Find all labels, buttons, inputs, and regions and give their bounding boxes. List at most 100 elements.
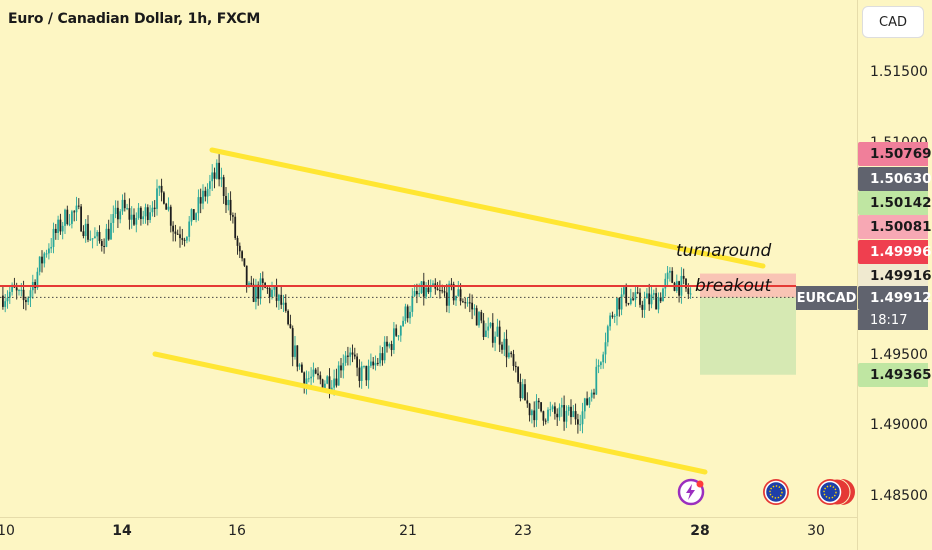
lower-trend-line[interactable]: [152, 351, 708, 475]
candle: [494, 331, 496, 352]
candle: [669, 267, 671, 282]
chart-title: Euro / Canadian Dollar, 1h, FXCM: [8, 11, 261, 27]
candle: [632, 292, 634, 302]
candle: [411, 288, 414, 317]
candle: [643, 291, 646, 318]
candle: [156, 179, 158, 216]
time-tick: 10: [0, 523, 15, 539]
price-label: 1.50081: [858, 215, 932, 239]
candle: [303, 371, 306, 394]
price-axis-separator: [857, 0, 858, 550]
candle: [689, 287, 692, 299]
candle: [402, 316, 404, 328]
candle: [353, 347, 356, 360]
candle: [243, 258, 246, 267]
currency-button[interactable]: CAD: [862, 6, 924, 38]
eu-flag-events-stack-icon[interactable]: [815, 477, 859, 509]
price-label: 1.50630: [858, 167, 932, 191]
candle: [554, 402, 556, 420]
candle: [84, 218, 87, 243]
price-label: 1.49912: [858, 286, 932, 310]
candle: [192, 209, 195, 221]
candle: [468, 293, 471, 313]
candle: [89, 230, 92, 241]
candle: [298, 363, 301, 370]
candle: [363, 365, 365, 369]
candle: [634, 285, 637, 307]
candle: [160, 178, 163, 202]
candle: [675, 274, 678, 293]
candle: [123, 192, 126, 212]
candle: [119, 209, 122, 224]
candle: [399, 325, 402, 342]
candle: [153, 200, 156, 218]
time-tick: 30: [807, 523, 825, 539]
price-chart[interactable]: [0, 0, 857, 517]
candle: [602, 351, 605, 369]
candle: [294, 335, 296, 360]
candle: [526, 392, 529, 408]
candle: [487, 317, 490, 339]
eu-flag-event-icon[interactable]: [761, 477, 793, 509]
candle: [590, 389, 593, 402]
candle: [657, 292, 660, 314]
candle: [662, 287, 664, 302]
candle: [625, 283, 628, 307]
candle: [514, 361, 517, 373]
candle: [144, 203, 147, 224]
candle: [409, 305, 411, 324]
annotation-turnaround[interactable]: turnaround: [676, 241, 772, 261]
time-tick: 16: [228, 523, 246, 539]
candle: [77, 198, 80, 210]
candle: [475, 305, 478, 326]
candle: [167, 197, 170, 212]
candle: [588, 396, 591, 408]
candle: [197, 189, 200, 221]
candle: [565, 405, 568, 429]
candle: [457, 280, 460, 297]
lightning-event-icon[interactable]: [676, 477, 706, 507]
candle: [358, 359, 361, 388]
candle: [510, 351, 513, 358]
candle: [287, 309, 289, 326]
candle: [489, 322, 492, 329]
candle: [43, 251, 46, 268]
price-label: 1.49996: [858, 240, 932, 264]
candle: [531, 409, 533, 424]
candle: [135, 212, 138, 233]
candle: [213, 167, 216, 189]
candle: [376, 357, 379, 366]
candle: [344, 351, 347, 366]
candle: [356, 353, 358, 377]
candle: [105, 223, 108, 248]
candle: [549, 401, 552, 417]
candle: [91, 238, 94, 249]
candle: [204, 186, 207, 202]
candle: [512, 349, 515, 371]
candle: [652, 289, 655, 300]
candle: [611, 311, 614, 319]
candle: [110, 214, 112, 240]
candle: [18, 288, 20, 296]
candle: [271, 281, 273, 300]
candle: [519, 373, 522, 402]
annotation-breakout[interactable]: breakout: [695, 276, 772, 296]
candle: [137, 203, 140, 220]
candle: [57, 215, 59, 240]
take-profit-zone[interactable]: [700, 297, 796, 375]
upper-trend-line[interactable]: [209, 147, 766, 269]
price-label: 1.49916: [858, 264, 932, 288]
candle: [337, 361, 340, 386]
candle: [627, 302, 630, 306]
candle: [655, 287, 657, 310]
candle: [41, 250, 43, 273]
candle: [420, 280, 423, 295]
candle: [133, 208, 135, 227]
candle: [439, 280, 441, 299]
candle: [273, 286, 276, 297]
candle: [222, 174, 225, 204]
candle: [381, 347, 384, 366]
candle: [388, 342, 391, 349]
candle: [190, 208, 193, 226]
candle: [179, 226, 181, 248]
